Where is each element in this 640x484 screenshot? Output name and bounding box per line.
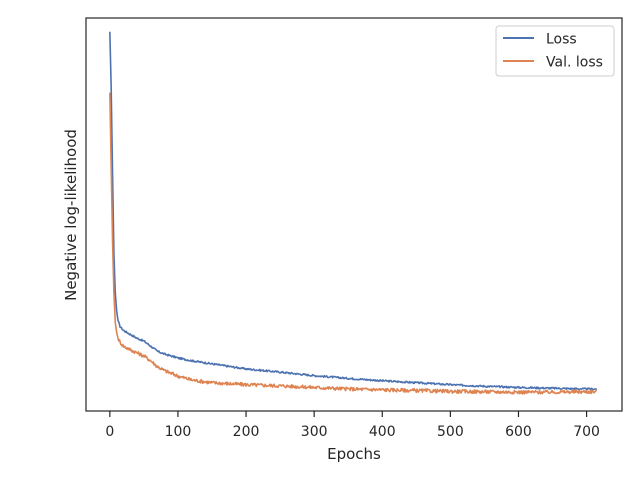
legend-label-loss: Loss: [546, 32, 577, 48]
axes-frame: [85, 17, 623, 412]
legend-label-val-loss: Val. loss: [546, 55, 603, 71]
x-tick-label: 400: [369, 424, 396, 440]
x-tick-label: 100: [165, 424, 192, 440]
x-tick-label: 300: [301, 424, 328, 440]
series-line-val-loss: [109, 92, 598, 395]
x-tick-label: 0: [105, 424, 114, 440]
y-axis-label: Negative log-likelihood: [62, 129, 80, 301]
legend: Loss Val. loss: [495, 25, 615, 77]
series-layer: [109, 31, 598, 395]
x-tick-label: 700: [573, 424, 600, 440]
series-line-loss: [109, 31, 598, 391]
x-tick-label: 200: [233, 424, 260, 440]
x-axis-label: Epochs: [327, 445, 381, 463]
x-ticks: 0 100 200 300 400 500 600 700: [105, 411, 600, 440]
x-tick-label: 600: [505, 424, 532, 440]
x-tick-label: 500: [437, 424, 464, 440]
